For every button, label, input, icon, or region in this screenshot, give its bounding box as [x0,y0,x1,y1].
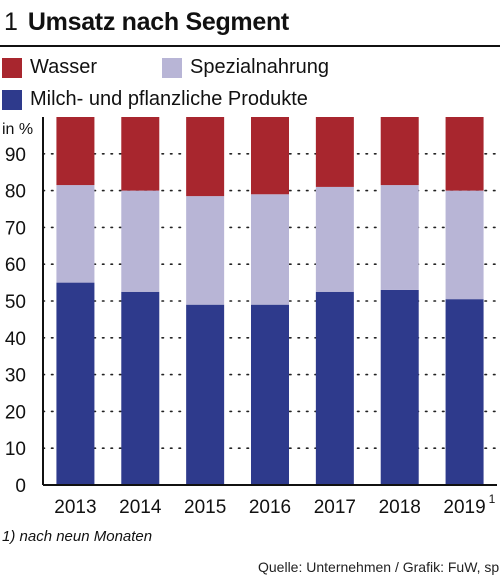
bar-2016-series-2 [251,117,289,195]
title-row: 1 Umsatz nach Segment [4,8,289,37]
bar-2018-series-0 [380,289,419,485]
y-tick-label: 0 [15,476,26,497]
y-tick-label: 70 [5,218,26,239]
x-tick-label: 2014 [119,497,162,518]
legend-label-wasser: Wasser [30,56,98,78]
bar-2013-series-2 [56,117,95,186]
bar-2017-series-2 [315,117,354,187]
y-axis-unit-label: in % [2,121,33,138]
legend-swatch-wasser [2,57,22,78]
x-tick-label: 2016 [249,497,291,518]
legend: Wasser Spezialnahrung Milch- und pflanzl… [0,52,500,112]
bar-2017-series-0 [315,291,354,485]
bar-2013-series-0 [56,282,95,485]
bar-2014-series-2 [121,117,160,191]
bar-2019-series-0 [445,299,484,485]
bar-2014-series-1 [121,190,160,292]
bar-2017-series-1 [315,186,354,292]
bar-2019-series-2 [445,117,484,191]
legend-label-milch: Milch- und pflanzliche Produkte [30,88,308,110]
bar-2015-series-1 [186,196,225,305]
y-tick-label: 60 [5,255,26,276]
x-tick-label: 2015 [184,497,226,518]
y-tick-label: 40 [5,329,26,350]
y-tick-label: 20 [5,402,26,423]
bar-2019-series-1 [445,190,484,300]
bar-2015-series-2 [186,117,225,197]
bar-2014-series-0 [121,291,160,485]
footnote: 1) nach neun Monaten [2,528,153,545]
chart-number: 1 [4,8,18,36]
legend-item-wasser: Wasser [2,56,97,79]
x-tick-label: 2017 [314,497,356,518]
legend-item-spezialnahrung: Spezialnahrung [162,56,329,79]
y-tick-label: 80 [5,182,26,203]
bar-2016-series-0 [251,304,289,485]
y-tick-label: 10 [5,439,26,460]
source-credit: Quelle: Unternehmen / Grafik: FuW, sp [258,559,500,575]
x-tick-label: 2013 [54,497,96,518]
title-rule [0,45,500,47]
x-tick-superscript: 1 [489,492,496,506]
legend-swatch-spezialnahrung [162,57,182,78]
bar-2016-series-1 [251,194,289,305]
legend-item-milch: Milch- und pflanzliche Produkte [2,88,308,111]
chart-title: Umsatz nach Segment [27,8,289,36]
y-tick-label: 90 [5,145,26,166]
bar-2018-series-1 [380,185,419,290]
bar-2018-series-2 [380,117,419,186]
x-tick-label: 2018 [379,497,421,518]
y-tick-label: 50 [5,292,26,313]
y-tick-label: 30 [5,366,26,387]
bar-2015-series-0 [186,304,225,485]
bar-2013-series-1 [56,185,95,283]
legend-label-spezialnahrung: Spezialnahrung [190,56,329,78]
legend-swatch-milch [2,89,22,110]
x-tick-label: 2019 [443,497,485,518]
